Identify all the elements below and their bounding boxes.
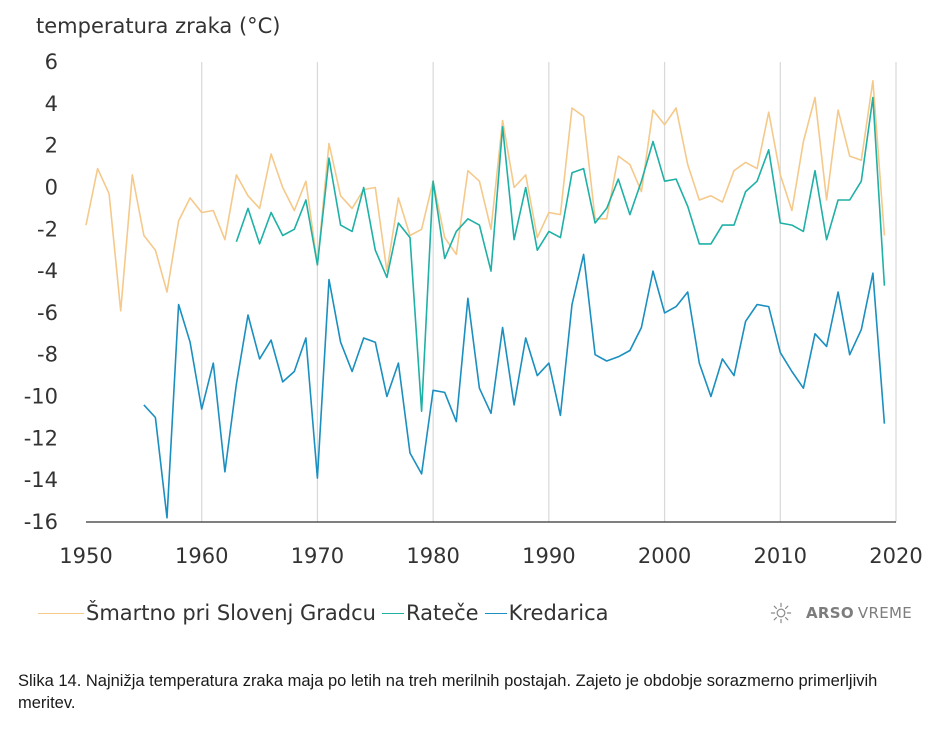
y-tick-label-2: 2: [45, 134, 58, 158]
x-tick-label-1980: 1980: [406, 544, 459, 568]
arso-branding: ARSO VREME: [770, 598, 912, 628]
brand-name-light: VREME: [857, 604, 913, 622]
chart-legend: Šmartno pri Slovenj Gradcu Rateče Kredar…: [38, 598, 615, 628]
series-line-1: [235, 96, 886, 413]
y-tick-label-0: 0: [45, 175, 58, 199]
legend-swatch-kredarica: [484, 612, 507, 614]
legend-label-smartno: Šmartno pri Slovenj Gradcu: [86, 601, 376, 625]
y-tick-label--16: -16: [24, 510, 58, 534]
y-tick-label--14: -14: [24, 468, 58, 492]
x-tick-label-1950: 1950: [59, 544, 112, 568]
figure-caption: Slika 14. Najnižja temperatura zraka maj…: [18, 672, 878, 712]
series-lines: [85, 80, 886, 519]
axes: 1950 1960 1970 1980 1990 2000 2010 2020 6 4 2 0 -2 -4…: [24, 50, 923, 568]
legend-swatch-ratece: [381, 612, 404, 614]
series-line-0: [85, 80, 886, 312]
x-tick-label-2010: 2010: [754, 544, 807, 568]
y-tick-label--2: -2: [37, 217, 58, 241]
legend-item-ratece: Rateče: [381, 601, 479, 625]
y-axis-label: temperatura zraka (°C): [36, 14, 281, 38]
legend-swatch-smartno: [38, 612, 84, 614]
sun-icon: [770, 602, 792, 624]
x-tick-label-1960: 1960: [175, 544, 228, 568]
x-tick-label-1970: 1970: [291, 544, 344, 568]
x-tick-label-1990: 1990: [522, 544, 575, 568]
line-chart: 1950 1960 1970 1980 1990 2000 2010 2020 6 4 2 0 -2 -4…: [24, 50, 923, 568]
legend-item-smartno: Šmartno pri Slovenj Gradcu: [38, 601, 376, 625]
legend-item-kredarica: Kredarica: [484, 601, 609, 625]
y-tick-label-4: 4: [45, 92, 58, 116]
legend-label-ratece: Rateče: [405, 601, 479, 625]
y-tick-label--6: -6: [37, 301, 58, 325]
y-tick-label--8: -8: [37, 343, 58, 367]
legend-label-kredarica: Kredarica: [508, 601, 609, 625]
x-tick-label-2000: 2000: [638, 544, 691, 568]
y-tick-label--10: -10: [24, 385, 58, 409]
brand-name-strong: ARSO: [806, 604, 854, 622]
gridlines: [201, 62, 897, 522]
x-tick-label-2020: 2020: [869, 544, 922, 568]
y-tick-label--12: -12: [24, 426, 58, 450]
series-line-2: [143, 253, 886, 519]
y-tick-label--4: -4: [37, 259, 58, 283]
y-tick-label-6: 6: [45, 50, 58, 74]
